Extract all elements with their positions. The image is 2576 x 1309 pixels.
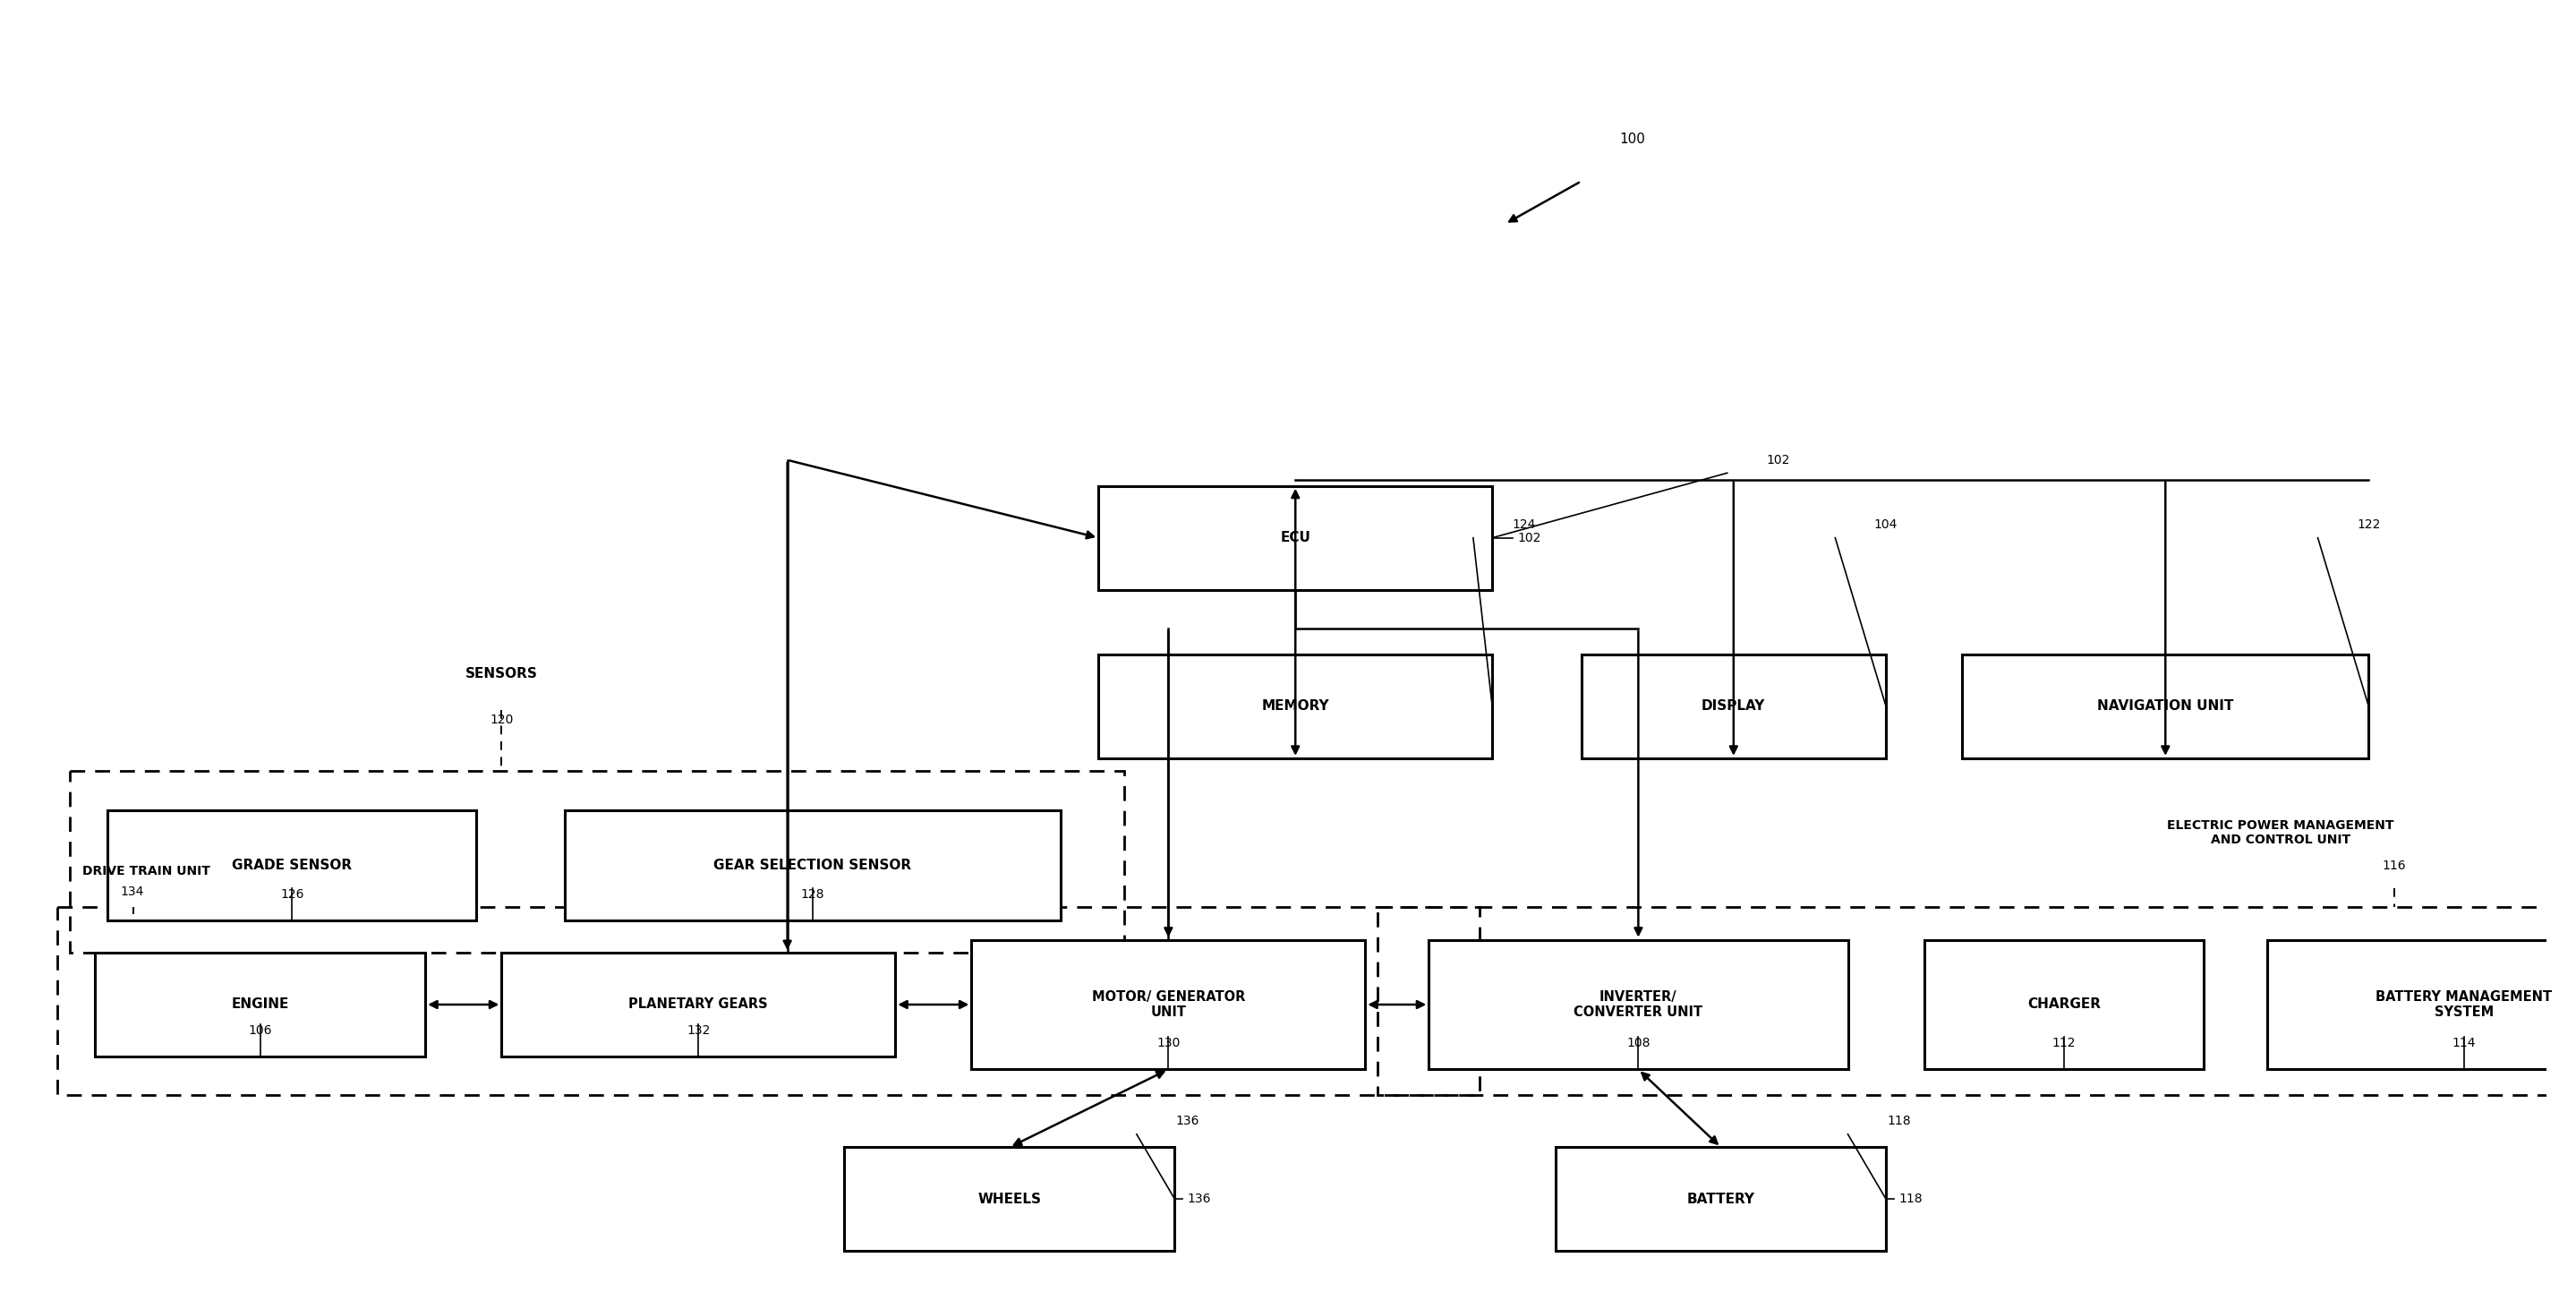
Text: 108: 108 — [1625, 1037, 1651, 1050]
Bar — [1924, 940, 2202, 1069]
Text: 112: 112 — [2053, 1037, 2076, 1050]
Bar — [70, 771, 1123, 953]
Text: 134: 134 — [121, 886, 144, 898]
Text: 118: 118 — [1886, 1115, 1911, 1127]
Text: 136: 136 — [1175, 1115, 1200, 1127]
Bar — [1378, 907, 2576, 1096]
Bar — [971, 940, 1365, 1069]
Text: 114: 114 — [2452, 1037, 2476, 1050]
Text: GEAR SELECTION SENSOR: GEAR SELECTION SENSOR — [714, 859, 912, 872]
Text: PLANETARY GEARS: PLANETARY GEARS — [629, 997, 768, 1012]
Text: SENSORS: SENSORS — [466, 668, 538, 681]
Bar — [57, 907, 1479, 1096]
Text: ECU: ECU — [1280, 531, 1311, 545]
Bar — [108, 810, 477, 920]
Text: 102: 102 — [1517, 531, 1540, 545]
Bar — [1430, 940, 1847, 1069]
Text: 106: 106 — [247, 1024, 273, 1037]
Text: ELECTRIC POWER MANAGEMENT
AND CONTROL UNIT: ELECTRIC POWER MANAGEMENT AND CONTROL UN… — [2166, 819, 2393, 847]
Text: 122: 122 — [2357, 518, 2380, 531]
Text: 128: 128 — [801, 888, 824, 901]
Text: ENGINE: ENGINE — [232, 997, 289, 1012]
Text: MEMORY: MEMORY — [1262, 699, 1329, 713]
Bar — [564, 810, 1061, 920]
Bar — [2267, 940, 2576, 1069]
Text: 104: 104 — [1875, 518, 1899, 531]
Text: 120: 120 — [489, 713, 513, 725]
Text: 124: 124 — [1512, 518, 1535, 531]
Text: 136: 136 — [1188, 1192, 1211, 1206]
Bar — [845, 1147, 1175, 1251]
Text: 126: 126 — [281, 888, 304, 901]
Text: INVERTER/
CONVERTER UNIT: INVERTER/ CONVERTER UNIT — [1574, 990, 1703, 1020]
Text: MOTOR/ GENERATOR
UNIT: MOTOR/ GENERATOR UNIT — [1092, 990, 1244, 1020]
Bar — [1582, 654, 1886, 758]
Text: 102: 102 — [1767, 454, 1790, 466]
Text: 130: 130 — [1157, 1037, 1180, 1050]
Text: BATTERY: BATTERY — [1687, 1192, 1754, 1206]
Text: CHARGER: CHARGER — [2027, 997, 2099, 1012]
Bar — [1097, 486, 1492, 589]
Text: 118: 118 — [1899, 1192, 1922, 1206]
Text: WHEELS: WHEELS — [979, 1192, 1041, 1206]
Bar — [1097, 654, 1492, 758]
Bar — [1556, 1147, 1886, 1251]
Text: NAVIGATION UNIT: NAVIGATION UNIT — [2097, 699, 2233, 713]
Text: DISPLAY: DISPLAY — [1703, 699, 1765, 713]
Bar — [502, 953, 896, 1056]
Text: BATTERY MANAGEMENT
SYSTEM: BATTERY MANAGEMENT SYSTEM — [2375, 990, 2553, 1020]
Text: 132: 132 — [688, 1024, 711, 1037]
Bar — [1963, 654, 2367, 758]
Text: GRADE SENSOR: GRADE SENSOR — [232, 859, 353, 872]
Text: 116: 116 — [2383, 860, 2406, 872]
Text: DRIVE TRAIN UNIT: DRIVE TRAIN UNIT — [82, 865, 211, 877]
Bar — [95, 953, 425, 1056]
Text: 100: 100 — [1620, 132, 1646, 147]
